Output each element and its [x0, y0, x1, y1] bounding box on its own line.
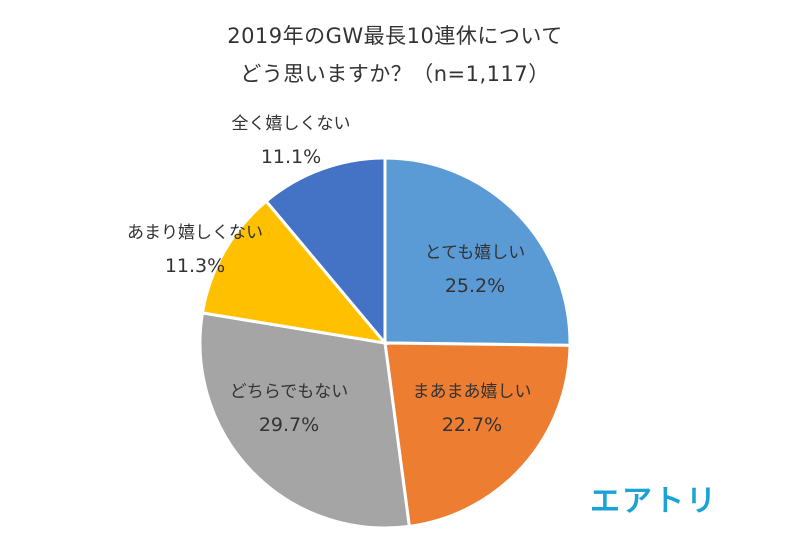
chart-title-line-2: どう思いますか？（n=1,117） — [240, 62, 550, 86]
slice-value-label: 11.3% — [165, 255, 225, 277]
slice-label: 全く嬉しくない — [232, 114, 351, 134]
slice-value-label: 22.7% — [442, 414, 502, 436]
slice-value-label: 11.1% — [261, 146, 321, 168]
slice-label: あまり嬉しくない — [127, 223, 263, 243]
slice-label: とても嬉しい — [425, 243, 526, 263]
pie-slice — [383, 341, 572, 529]
pie-slice — [198, 311, 412, 530]
pie-slice — [383, 156, 572, 347]
chart-title-line-1: 2019年のGW最長10連休について — [227, 24, 563, 48]
brand-logo: エアトリ — [590, 484, 718, 519]
slice-label: まあまあ嬉しい — [413, 382, 532, 402]
slice-value-label: 29.7% — [259, 414, 319, 436]
pie-slice — [264, 156, 387, 348]
slice-label: どちらでもない — [230, 382, 349, 402]
pie-slice — [200, 199, 389, 346]
slice-value-label: 25.2% — [445, 275, 505, 297]
